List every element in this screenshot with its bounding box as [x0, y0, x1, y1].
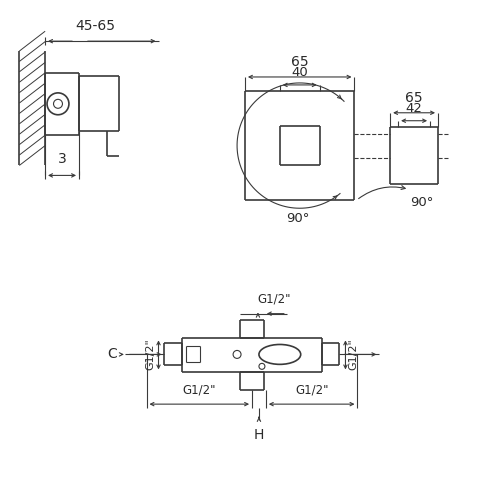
Text: G1/2": G1/2": [295, 383, 328, 396]
Text: G1/2": G1/2": [146, 338, 156, 370]
Text: H: H: [254, 428, 264, 442]
Text: 65: 65: [291, 55, 308, 69]
Text: G1/2": G1/2": [348, 338, 358, 370]
Text: 42: 42: [406, 102, 423, 115]
Text: 3: 3: [58, 152, 66, 166]
Text: 90°: 90°: [286, 212, 309, 225]
Text: G1/2": G1/2": [183, 383, 216, 396]
Text: G1/2": G1/2": [257, 292, 290, 306]
Text: 65: 65: [405, 91, 423, 105]
Text: C: C: [107, 348, 117, 362]
Text: 45-65: 45-65: [75, 19, 115, 33]
Text: 40: 40: [291, 66, 308, 79]
Text: 90°: 90°: [410, 196, 434, 209]
